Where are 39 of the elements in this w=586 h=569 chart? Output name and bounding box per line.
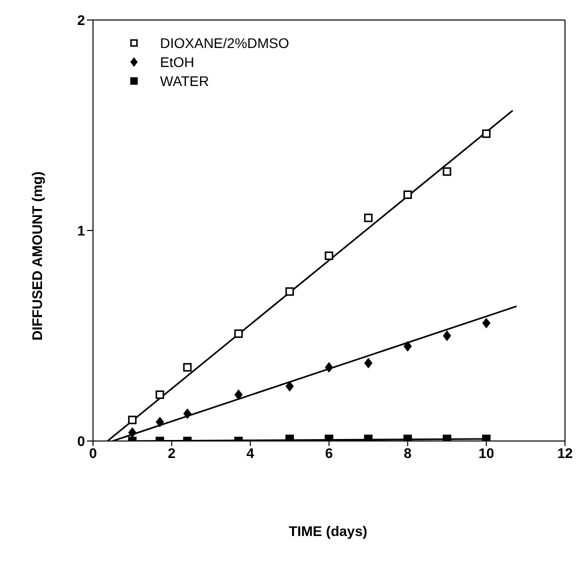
- x-tick-label: 0: [89, 444, 98, 461]
- x-tick-label: 8: [404, 444, 412, 461]
- point: [128, 428, 136, 438]
- point: [364, 214, 373, 222]
- x-tick-label: 12: [557, 444, 573, 461]
- point: [482, 434, 491, 441]
- x-tick-label: 2: [168, 444, 176, 461]
- point: [403, 434, 412, 441]
- x-tick-label: 6: [325, 444, 334, 461]
- point: [364, 434, 373, 441]
- y-tick-label: 0: [77, 432, 86, 449]
- point: [442, 167, 452, 176]
- point: [234, 329, 243, 338]
- y-axis-title: DIFFUSED AMOUNT (mg): [29, 171, 45, 341]
- point: [482, 129, 491, 138]
- legend-label: DIOXANE/2%DMSO: [160, 34, 290, 50]
- y-tick-label: 1: [77, 222, 86, 238]
- point: [285, 287, 294, 296]
- point: [443, 330, 451, 341]
- point: [403, 190, 412, 199]
- x-tick-label: 4: [246, 444, 254, 461]
- point: [156, 390, 164, 399]
- point: [183, 408, 192, 419]
- legend-label: WATER: [160, 72, 209, 88]
- y-tick-label: 2: [77, 12, 86, 28]
- point: [286, 381, 294, 392]
- point: [183, 363, 192, 372]
- point: [364, 358, 372, 368]
- point: [482, 318, 490, 328]
- point: [442, 434, 452, 441]
- legend-label: EtOH: [160, 54, 194, 70]
- point: [128, 416, 137, 424]
- point: [404, 341, 412, 352]
- point: [325, 362, 333, 372]
- point: [324, 252, 334, 260]
- x-axis-title: TIME (days): [288, 523, 368, 539]
- point: [234, 390, 243, 400]
- x-tick-label: 10: [478, 444, 494, 461]
- point: [156, 417, 164, 428]
